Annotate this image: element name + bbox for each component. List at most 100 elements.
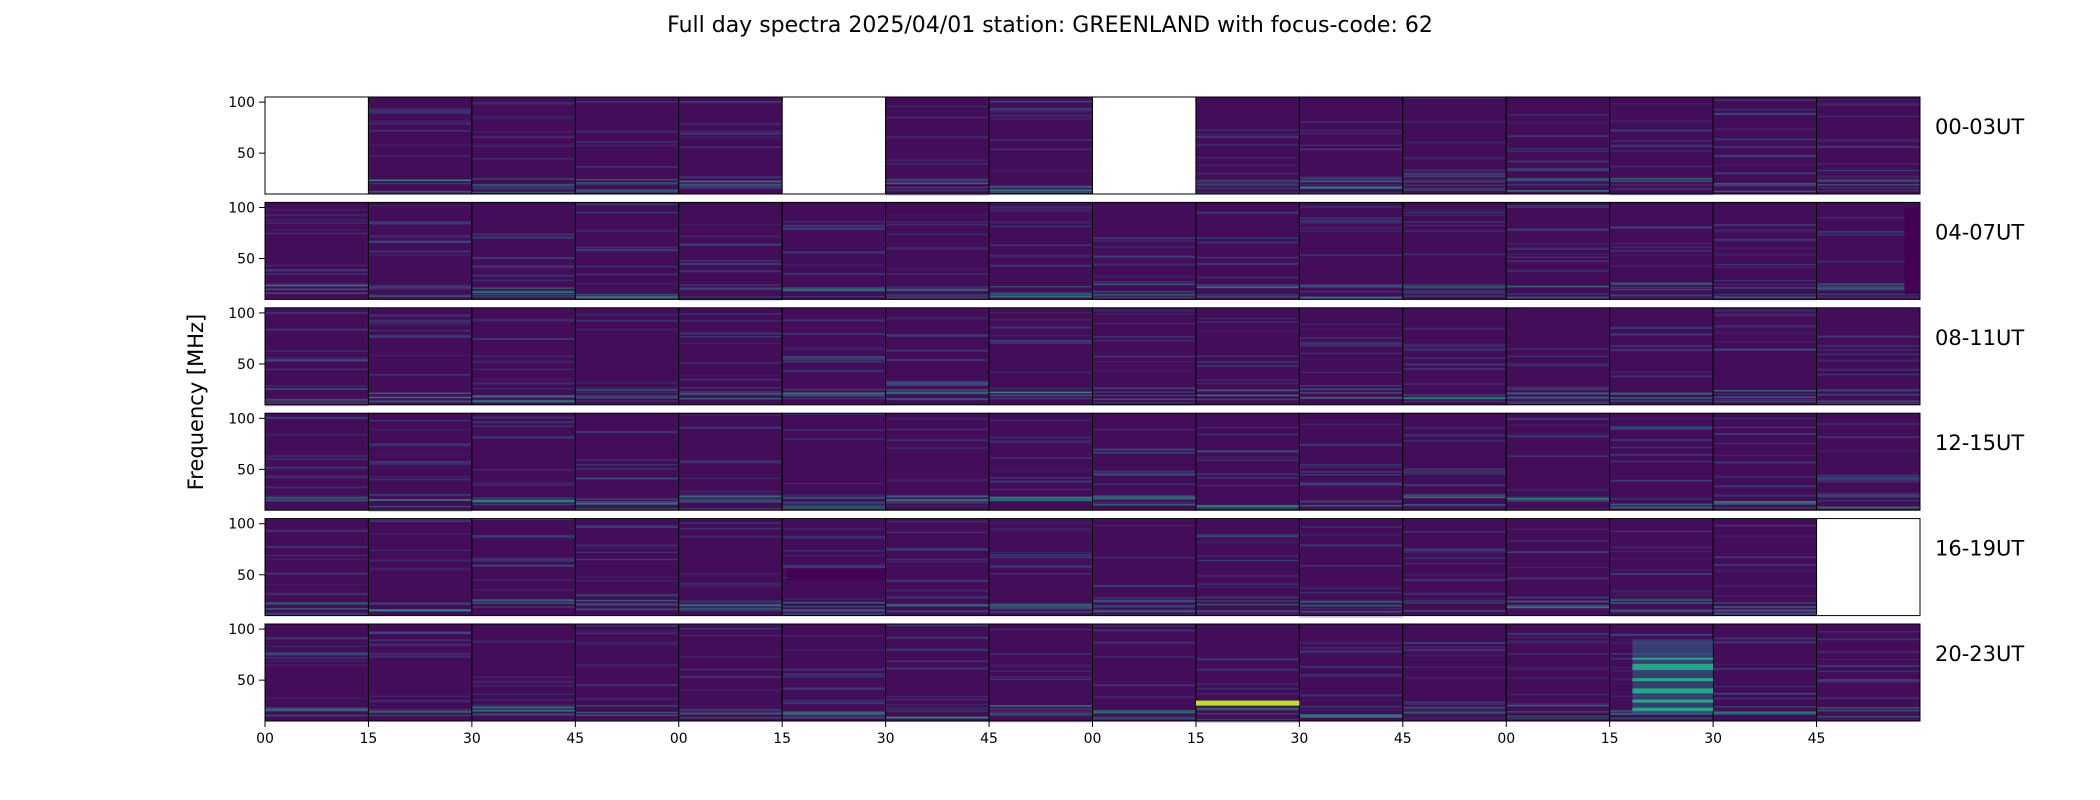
spectral-line bbox=[989, 554, 1093, 556]
low-frequency-line bbox=[1713, 706, 1817, 708]
low-frequency-line bbox=[1816, 506, 1920, 509]
spectral-line bbox=[471, 368, 576, 370]
low-frequency-line bbox=[1299, 705, 1403, 708]
spectral-line bbox=[1713, 253, 1817, 256]
spectral-line bbox=[1299, 344, 1403, 347]
spectral-line bbox=[471, 699, 576, 701]
spectral-line bbox=[1713, 396, 1817, 399]
y-tick-label: 100 bbox=[228, 517, 255, 533]
spectral-line bbox=[782, 554, 886, 557]
spectral-line bbox=[1609, 326, 1714, 329]
low-frequency-line bbox=[575, 296, 679, 298]
spectrum-panel bbox=[885, 518, 990, 617]
spectra-row: 100 50 12-15UT bbox=[228, 411, 2024, 512]
panel-background bbox=[1299, 307, 1403, 405]
spectral-line bbox=[1506, 293, 1610, 296]
spectral-line bbox=[368, 715, 472, 717]
panel-background bbox=[1195, 97, 1300, 194]
low-frequency-line bbox=[1506, 396, 1610, 399]
spectral-line bbox=[1609, 633, 1714, 637]
spectral-line bbox=[1195, 144, 1300, 146]
spectral-line bbox=[1195, 164, 1300, 166]
low-frequency-line bbox=[1506, 499, 1610, 501]
low-frequency-line bbox=[1713, 184, 1817, 187]
spectral-line bbox=[1506, 424, 1610, 426]
spectral-line bbox=[1609, 120, 1714, 123]
spectral-line bbox=[989, 676, 1093, 678]
low-frequency-line bbox=[1299, 297, 1403, 299]
spectral-line bbox=[1609, 507, 1714, 509]
panel-background bbox=[1713, 97, 1817, 194]
spectrum-panel bbox=[574, 307, 680, 406]
low-frequency-line bbox=[989, 296, 1093, 298]
panel-background bbox=[885, 307, 990, 405]
spectrum-panel bbox=[574, 96, 680, 195]
spectral-line bbox=[678, 668, 783, 671]
spectral-line bbox=[368, 240, 472, 243]
row-time-label: 16-19UT bbox=[1935, 537, 2024, 561]
spectral-line bbox=[1816, 480, 1920, 483]
spectral-line bbox=[1816, 288, 1920, 291]
spectral-line bbox=[885, 116, 990, 119]
low-frequency-line bbox=[782, 394, 886, 397]
spectrum-panel bbox=[471, 96, 576, 195]
spectrum-panel bbox=[1402, 518, 1507, 617]
panel-background bbox=[575, 624, 679, 721]
spectral-line bbox=[782, 528, 886, 530]
spectral-line bbox=[471, 274, 576, 277]
spectral-line bbox=[265, 328, 369, 331]
spectral-line bbox=[575, 246, 679, 249]
spectrum-panel bbox=[471, 201, 576, 300]
panel-background bbox=[368, 413, 472, 511]
low-frequency-line bbox=[265, 602, 369, 604]
spectral-line bbox=[1402, 180, 1507, 183]
emission-band bbox=[1632, 663, 1714, 670]
spectral-line bbox=[575, 547, 679, 549]
low-frequency-line bbox=[575, 293, 679, 296]
spectral-line bbox=[885, 695, 990, 698]
low-frequency-line bbox=[1816, 400, 1920, 403]
low-frequency-line bbox=[885, 186, 990, 189]
spectrum-panel bbox=[678, 307, 783, 406]
spectral-line bbox=[1816, 474, 1920, 477]
low-frequency-line bbox=[471, 606, 576, 608]
low-frequency-line bbox=[575, 190, 679, 192]
spectrum-panel bbox=[1712, 307, 1818, 406]
low-frequency-line bbox=[265, 708, 369, 711]
spectral-line bbox=[471, 237, 576, 239]
spectral-line bbox=[1816, 145, 1920, 149]
spectral-line bbox=[265, 273, 369, 275]
panel-background bbox=[1816, 518, 1920, 616]
spectral-line bbox=[989, 100, 1093, 103]
spectral-line bbox=[575, 130, 679, 132]
spectral-line bbox=[1092, 451, 1196, 454]
spectral-line bbox=[989, 318, 1093, 321]
spectral-line bbox=[989, 419, 1093, 421]
spectral-line bbox=[1609, 371, 1714, 374]
low-frequency-line bbox=[782, 507, 886, 510]
low-frequency-line bbox=[1402, 397, 1507, 400]
spectral-line bbox=[678, 262, 783, 265]
spectral-line bbox=[368, 205, 472, 207]
spectral-line bbox=[1299, 675, 1403, 678]
low-frequency-line bbox=[885, 610, 990, 612]
spectral-line bbox=[471, 131, 576, 133]
spectral-line bbox=[885, 287, 990, 291]
panel-background bbox=[1816, 413, 1920, 511]
spectral-line bbox=[1713, 279, 1817, 282]
low-frequency-line bbox=[989, 704, 1093, 707]
empty-panel bbox=[781, 96, 887, 195]
row-time-label: 08-11UT bbox=[1935, 326, 2024, 350]
spectral-line bbox=[471, 579, 576, 581]
low-frequency-line bbox=[989, 604, 1093, 606]
spectral-line bbox=[1299, 384, 1403, 387]
spectral-line bbox=[1609, 695, 1714, 698]
spectrum-panel bbox=[988, 201, 1093, 300]
spectrum-panel bbox=[988, 307, 1093, 406]
low-frequency-line bbox=[885, 189, 990, 192]
spectral-line bbox=[1506, 693, 1610, 696]
low-frequency-line bbox=[265, 388, 369, 390]
spectral-line bbox=[368, 652, 472, 655]
spectral-line bbox=[1402, 557, 1507, 559]
spectral-line bbox=[1713, 501, 1817, 504]
